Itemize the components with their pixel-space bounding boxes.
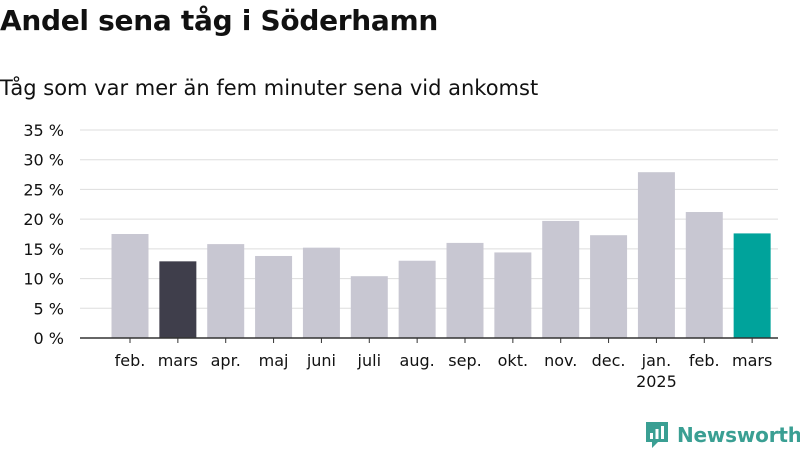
- x-tick-label: mars: [158, 351, 198, 370]
- bar: [255, 255, 293, 338]
- chart-title: Andel sena tåg i Söderhamn: [0, 4, 439, 37]
- bar: [733, 233, 771, 338]
- x-tick-sublabel: 2025: [636, 372, 677, 391]
- y-tick-label: 30 %: [23, 151, 64, 170]
- bar: [207, 244, 245, 338]
- x-tick-label: aug.: [400, 351, 435, 370]
- x-tick-label: jan.: [641, 351, 671, 370]
- bar: [494, 252, 532, 338]
- bar: [446, 242, 484, 338]
- x-tick-label: dec.: [592, 351, 626, 370]
- bar: [542, 220, 580, 338]
- newsworthy-brand[interactable]: Newsworthy: [644, 420, 800, 450]
- x-tick-label: feb.: [689, 351, 720, 370]
- x-tick-label: apr.: [211, 351, 241, 370]
- bar: [111, 234, 149, 338]
- bar: [350, 276, 388, 338]
- y-tick-label: 25 %: [23, 180, 64, 199]
- bar: [637, 172, 675, 338]
- x-axis-tick-labels: feb. mars apr. maj juni juli aug. sep. okt. nov. d…: [115, 338, 772, 391]
- newsworthy-logo-icon: [646, 422, 668, 448]
- chart-subtitle: Tåg som var mer än fem minuter sena vid …: [0, 76, 539, 100]
- bar: [159, 261, 197, 338]
- bar: [685, 212, 723, 338]
- y-tick-label: 35 %: [23, 121, 64, 140]
- x-tick-label: juni: [306, 351, 336, 370]
- x-tick-label: nov.: [544, 351, 577, 370]
- bar: [590, 235, 628, 338]
- x-tick-label: sep.: [448, 351, 481, 370]
- bar: [302, 247, 340, 338]
- y-axis-tick-labels: 0 % 5 % 10 % 15 % 20 % 25 % 30 % 35 %: [23, 121, 64, 348]
- x-tick-label: mars: [732, 351, 772, 370]
- y-tick-label: 20 %: [23, 210, 64, 229]
- bar-chart: 0 %5 %10 %15 %20 %25 %30 %35 % feb. mars a…: [23, 121, 778, 391]
- x-tick-label: okt.: [498, 351, 528, 370]
- y-tick-label: 0 %: [34, 329, 64, 348]
- x-tick-label: maj: [259, 351, 289, 370]
- y-tick-label: 15 %: [23, 240, 64, 259]
- bar: [398, 260, 436, 338]
- y-tick-label: 5 %: [34, 299, 64, 318]
- bars: [111, 172, 771, 338]
- y-tick-label: 10 %: [23, 270, 64, 289]
- x-tick-label: juli: [357, 351, 381, 370]
- x-tick-label: feb.: [115, 351, 146, 370]
- newsworthy-brand-name: Newsworthy: [677, 423, 800, 447]
